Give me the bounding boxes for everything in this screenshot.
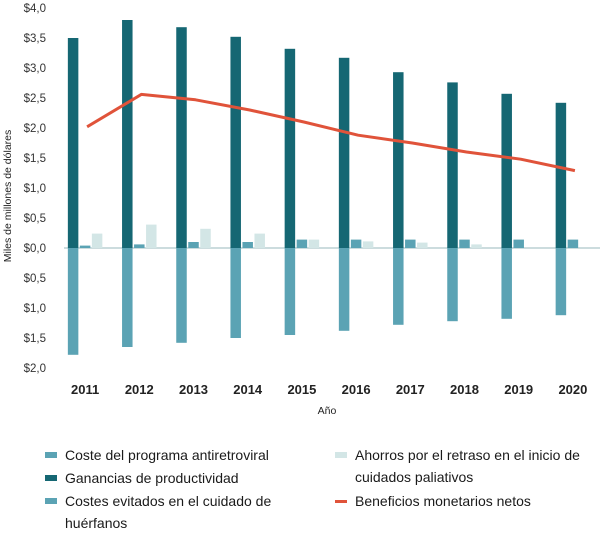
bar-antiretroviral-cost	[447, 248, 458, 322]
x-tick-label: 2013	[179, 382, 208, 397]
bar-antiretroviral-cost	[555, 248, 567, 316]
bar-productivity-gains	[176, 27, 187, 249]
bar-productivity-gains	[447, 82, 458, 249]
y-axis-ticks: $4,0 $3,5 $3,0 $2,5 $2,0 $1,5 $1,0 $0,5 $0,0 $0,5…	[24, 3, 46, 375]
bar-antiretroviral-cost	[67, 248, 79, 355]
bar-palliative-savings	[146, 224, 157, 248]
y-tick-label: $0,0	[24, 243, 46, 255]
x-tick-label: 2017	[396, 382, 425, 397]
legend-swatch	[45, 452, 57, 458]
y-tick-label: $4,0	[24, 3, 46, 15]
bar-productivity-gains	[230, 36, 241, 248]
bar-orphan-care-savings	[134, 244, 145, 248]
x-axis-ticks: 2011 2012 2013 2014 2015 2016 2017 2018 2019 2020	[71, 382, 587, 397]
bars	[67, 20, 579, 355]
bar-productivity-gains	[67, 38, 79, 248]
x-tick-label: 2020	[558, 382, 587, 397]
y-tick-label: $1,0	[24, 183, 46, 195]
bar-orphan-care-savings	[79, 245, 91, 248]
y-tick-label: $3,0	[24, 63, 46, 75]
y-tick-label: $3,5	[24, 33, 46, 45]
bar-antiretroviral-cost	[393, 248, 404, 325]
bar-orphan-care-savings	[350, 239, 362, 248]
legend-swatch	[45, 475, 57, 481]
bar-productivity-gains	[122, 20, 133, 248]
legend-swatch	[335, 500, 347, 503]
bar-palliative-savings	[362, 241, 374, 248]
net-benefit-line	[86, 92, 576, 173]
legend-swatch	[335, 452, 347, 458]
bar-antiretroviral-cost	[284, 248, 296, 335]
bar-orphan-care-savings	[242, 242, 253, 248]
y-tick-label: $1,0	[24, 303, 46, 315]
y-tick-label: $0,5	[24, 273, 46, 285]
bar-palliative-savings	[254, 233, 265, 248]
x-tick-label: 2018	[450, 382, 479, 397]
bar-palliative-savings	[91, 233, 103, 248]
bar-orphan-care-savings	[513, 239, 524, 248]
bar-productivity-gains	[555, 102, 567, 248]
bar-orphan-care-savings	[296, 239, 308, 248]
bar-palliative-savings	[308, 239, 320, 248]
legend-label: Ganancias de productividad	[65, 470, 239, 486]
legend-item-orphan-care: Costes evitados en el cuidado de huérfan…	[45, 490, 305, 534]
bar-antiretroviral-cost	[338, 248, 350, 331]
y-tick-label: $2,0	[24, 123, 46, 135]
bar-productivity-gains	[501, 93, 512, 248]
x-tick-label: 2015	[287, 382, 316, 397]
legend: Coste del programa antiretroviral Gananc…	[45, 444, 600, 534]
bar-orphan-care-savings	[459, 239, 470, 248]
legend-label: Ahorros por el retraso en el inicio de c…	[355, 447, 580, 485]
legend-label: Costes evitados en el cuidado de huérfan…	[65, 493, 272, 531]
x-axis-label: Año	[318, 405, 337, 417]
net-benefits-line	[86, 92, 576, 173]
bar-productivity-gains	[393, 72, 404, 248]
bar-palliative-savings	[200, 228, 211, 248]
legend-item-antiretroviral: Coste del programa antiretroviral	[45, 444, 315, 466]
bar-productivity-gains	[338, 57, 350, 248]
x-tick-label: 2019	[504, 382, 533, 397]
bar-orphan-care-savings	[188, 242, 199, 248]
x-tick-label: 2012	[125, 382, 154, 397]
bar-orphan-care-savings	[405, 239, 416, 248]
legend-item-palliative: Ahorros por el retraso en el inicio de c…	[335, 444, 600, 488]
y-tick-label: $2,0	[24, 363, 46, 375]
bar-palliative-savings	[471, 244, 482, 248]
legend-label: Coste del programa antiretroviral	[65, 447, 269, 463]
legend-swatch	[45, 498, 57, 504]
y-axis-label: Miles de millones de dólares	[2, 130, 14, 262]
bar-productivity-gains	[284, 48, 296, 248]
bar-antiretroviral-cost	[122, 248, 133, 347]
y-tick-label: $0,5	[24, 213, 46, 225]
chart: $4,0 $3,5 $3,0 $2,5 $2,0 $1,5 $1,0 $0,5 $0,0 $0,5…	[2, 3, 600, 417]
x-tick-label: 2014	[233, 382, 263, 397]
legend-item-net-benefits: Beneficios monetarios netos	[335, 490, 600, 512]
bar-antiretroviral-cost	[501, 248, 512, 319]
bar-palliative-savings	[417, 242, 428, 248]
x-tick-label: 2011	[71, 382, 99, 397]
legend-item-productivity: Ganancias de productividad	[45, 467, 315, 489]
bar-orphan-care-savings	[567, 239, 579, 248]
y-tick-label: $1,5	[24, 153, 46, 165]
bar-antiretroviral-cost	[230, 248, 241, 338]
x-tick-label: 2016	[342, 382, 371, 397]
bar-antiretroviral-cost	[176, 248, 187, 343]
legend-label: Beneficios monetarios netos	[355, 493, 531, 509]
y-tick-label: $1,5	[24, 333, 46, 345]
y-tick-label: $2,5	[24, 93, 46, 105]
